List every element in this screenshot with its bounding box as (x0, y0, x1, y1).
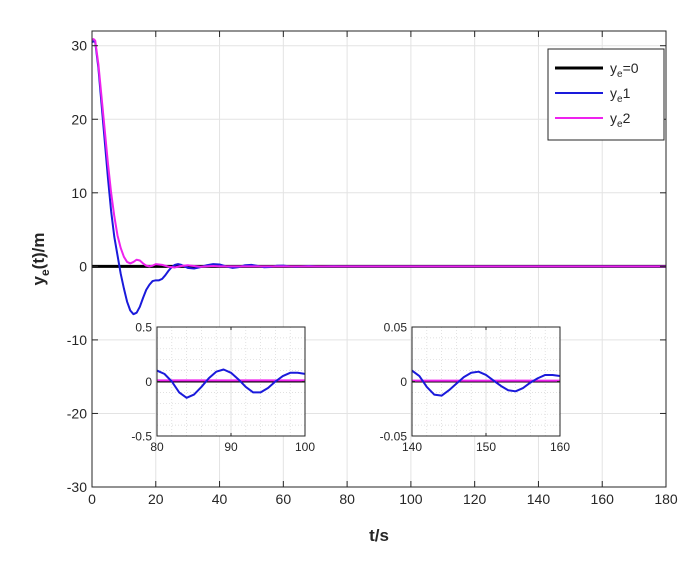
inset2-ytick-label-1: 0 (400, 375, 407, 389)
inset2-ytick-label-0: -0.05 (380, 429, 408, 443)
main-ytick-label-1: -20 (67, 405, 87, 421)
main-xtick-label-5: 100 (399, 491, 423, 507)
inset2-ytick-label-2: 0.05 (384, 320, 408, 334)
y-axis-label-tail: (t)/m (29, 233, 48, 270)
y-axis-label-sub: e (38, 269, 52, 276)
x-axis-label: t/s (369, 526, 389, 545)
main-ytick-label-3: 0 (79, 258, 87, 274)
main-ytick-label-2: -10 (67, 332, 87, 348)
legend-box (547, 48, 665, 141)
inset1-xtick-label-1: 90 (224, 440, 238, 454)
main-ytick-label-5: 20 (71, 111, 87, 127)
inset1-xtick-label-0: 80 (150, 440, 164, 454)
main-xtick-label-7: 140 (527, 491, 551, 507)
y-axis-label: ye(t)/m (29, 233, 52, 286)
inset1-series-1 (157, 368, 305, 399)
main-frame (91, 30, 667, 488)
main-ytick-label-4: 10 (71, 185, 87, 201)
main-ytick-label-0: -30 (67, 479, 87, 495)
legend-label-0: ye=0 (610, 60, 639, 80)
inset2-xtick-label-0: 140 (402, 440, 422, 454)
legend: ye=0 ye1 ye2 (547, 48, 665, 141)
inset2-group: 140 150 160 -0.05 0 0.05 (380, 320, 571, 454)
main-xtick-label-1: 20 (148, 491, 164, 507)
inset1-xtick-label-2: 100 (295, 440, 315, 454)
main-xtick-label-4: 80 (339, 491, 355, 507)
inset1-group: 80 90 100 -0.5 0 0.5 (131, 320, 315, 454)
main-xtick-label-6: 120 (463, 491, 487, 507)
inset1-ytick-label-1: 0 (145, 375, 152, 389)
inset2-xtick-label-1: 150 (476, 440, 496, 454)
legend-label-1: ye1 (610, 85, 631, 105)
main-ytick-label-6: 30 (71, 38, 87, 54)
y-axis-label-main: y (29, 275, 48, 285)
inset2-xtick-label-2: 160 (550, 440, 570, 454)
inset1-ytick-label-2: 0.5 (135, 320, 152, 334)
inset1-ytick-label-0: -0.5 (131, 429, 152, 443)
legend-label-2: ye2 (610, 110, 631, 130)
main-series-2 (92, 38, 666, 269)
main-xtick-label-2: 40 (212, 491, 228, 507)
inset2-series-1 (412, 369, 560, 397)
main-xtick-label-8: 160 (591, 491, 615, 507)
main-xtick-label-3: 60 (276, 491, 292, 507)
main-xtick-label-9: 180 (654, 491, 678, 507)
main-xtick-label-0: 0 (88, 491, 96, 507)
